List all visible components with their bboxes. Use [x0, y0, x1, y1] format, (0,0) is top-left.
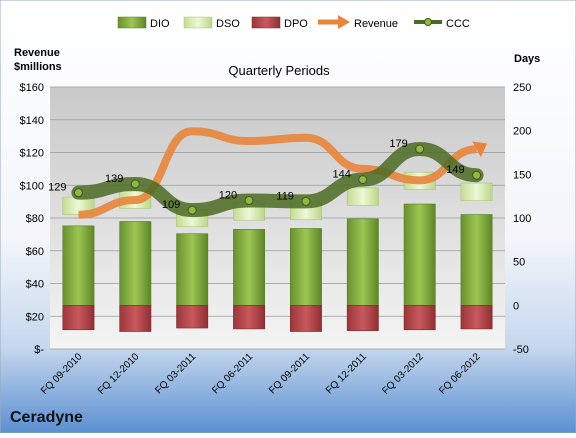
legend-label-dio: DIO	[150, 18, 170, 30]
ccc-point	[244, 196, 254, 206]
ccc-point	[472, 170, 482, 180]
left-tick-label: $-	[34, 344, 44, 356]
ccc-data-label: 119	[276, 190, 294, 202]
left-tick-label: $40	[26, 279, 44, 291]
left-tick-label: $20	[26, 311, 44, 323]
ccc-point	[301, 196, 311, 206]
right-axis-ticks: -50 0 50 100 150 200 250	[513, 82, 531, 356]
bar-dio	[403, 203, 436, 306]
revenue-arrowhead	[472, 141, 488, 158]
ccc-data-label: 139	[105, 173, 123, 185]
line-layer: 129 139 109 120 119 144 179 149	[48, 127, 488, 219]
right-tick-label: 200	[513, 126, 531, 138]
legend-label-revenue: Revenue	[354, 18, 398, 30]
legend-swatch-dio	[117, 16, 147, 29]
right-tick-label: 50	[513, 257, 525, 269]
ccc-point	[130, 179, 140, 189]
ccc-data-label: 129	[48, 182, 66, 194]
bar-dso	[460, 182, 493, 201]
legend-swatch-dpo	[251, 16, 281, 29]
left-axis-label-line2: $millions	[14, 61, 62, 73]
company-name: Ceradyne	[10, 409, 83, 426]
legend-swatch-dso	[183, 16, 213, 29]
bar-dio	[233, 229, 266, 306]
bar-dpo	[176, 305, 209, 329]
right-tick-label: 150	[513, 169, 531, 181]
bar-dpo	[346, 305, 379, 331]
chart-title: Quarterly Periods	[228, 63, 330, 78]
ccc-data-label: 144	[332, 169, 350, 181]
bar-dpo	[289, 305, 322, 332]
left-tick-label: $120	[20, 148, 44, 160]
bar-dio	[289, 228, 322, 306]
left-tick-label: $160	[20, 82, 44, 94]
bar-dio	[62, 225, 95, 306]
ccc-point	[73, 188, 83, 198]
bar-dpo	[62, 305, 95, 331]
bar-dpo	[233, 305, 266, 330]
ccc-point	[415, 144, 425, 154]
left-axis-ticks: $- $20 $40 $60 $80 $100 $120 $140 $160	[20, 82, 45, 356]
bar-dpo	[119, 305, 152, 332]
left-tick-label: $100	[20, 180, 44, 192]
legend-label-dso: DSO	[216, 18, 240, 30]
revenue-line	[78, 127, 477, 219]
ccc-data-label: 149	[446, 164, 464, 176]
right-axis-label: Days	[514, 53, 540, 65]
legend-label-ccc: CCC	[446, 18, 470, 30]
bar-dpo	[403, 305, 436, 331]
legend: DIO DSO DPO Revenue CCC	[117, 15, 470, 30]
legend-label-dpo: DPO	[284, 18, 308, 30]
legend-marker-icon	[414, 18, 442, 26]
left-tick-label: $80	[26, 213, 44, 225]
ccc-point	[187, 205, 197, 215]
ccc-point	[358, 175, 368, 185]
bar-dio	[346, 218, 379, 306]
left-axis-label-line1: Revenue	[14, 47, 60, 59]
legend-arrow-icon	[318, 15, 350, 29]
bar-dio	[119, 221, 152, 306]
ccc-data-label: 120	[219, 190, 237, 202]
bar-dio	[176, 233, 209, 306]
right-tick-label: 100	[513, 213, 531, 225]
bar-dpo	[460, 305, 493, 330]
right-tick-label: 0	[513, 300, 519, 312]
ccc-data-label: 109	[162, 199, 180, 211]
bar-dio	[460, 214, 493, 306]
ccc-data-label: 179	[389, 138, 407, 150]
right-tick-label: -50	[513, 344, 529, 356]
right-tick-label: 250	[513, 82, 531, 94]
bar-dso	[346, 187, 379, 206]
left-tick-label: $140	[20, 115, 44, 127]
left-tick-label: $60	[26, 246, 44, 258]
